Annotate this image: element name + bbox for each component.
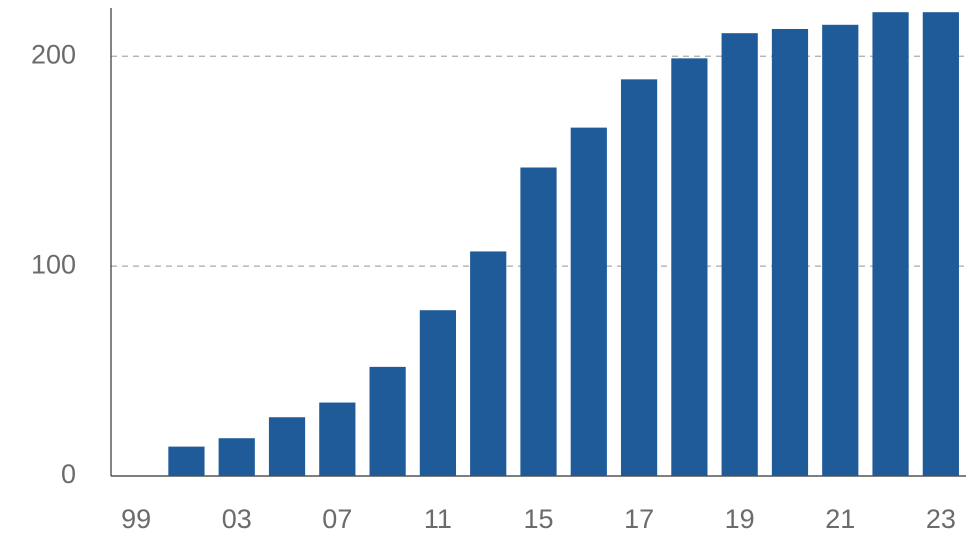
bar <box>771 28 809 477</box>
bar <box>470 251 507 476</box>
bar <box>721 33 758 476</box>
y-tick-label: 0 <box>61 459 76 489</box>
bar <box>822 24 859 476</box>
bar <box>922 12 959 477</box>
bar <box>168 446 205 476</box>
bar <box>872 12 909 477</box>
x-tick-label: 99 <box>121 504 151 534</box>
x-tick-label: 03 <box>222 504 252 534</box>
x-tick-label: 17 <box>624 504 654 534</box>
y-tick-label: 100 <box>31 249 76 279</box>
bar <box>369 366 406 476</box>
x-tick-label: 07 <box>322 504 352 534</box>
bar <box>268 417 306 476</box>
x-tick-label: 19 <box>725 504 755 534</box>
bar <box>671 58 708 477</box>
y-tick-label: 200 <box>31 39 76 69</box>
x-tick-label: 23 <box>926 504 956 534</box>
bar <box>520 167 557 477</box>
x-tick-label: 15 <box>523 504 553 534</box>
x-tick-label: 11 <box>424 504 452 534</box>
bar <box>319 402 356 476</box>
bar <box>218 438 255 476</box>
bar <box>419 310 457 476</box>
bar <box>570 127 607 476</box>
x-tick-label: 21 <box>825 504 855 534</box>
bar <box>620 79 658 477</box>
